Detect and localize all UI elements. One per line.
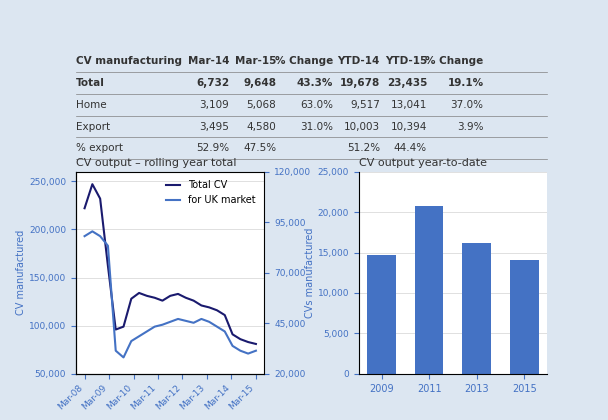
Total CV (237, 337, 244, 342)
Text: 44.4%: 44.4% (394, 143, 427, 153)
Text: 6,732: 6,732 (196, 78, 229, 88)
Y-axis label: CV manufactured: CV manufactured (16, 230, 26, 315)
Total CV (136, 291, 143, 296)
Text: 37.0%: 37.0% (451, 100, 483, 110)
Text: Home: Home (76, 100, 106, 110)
Text: 63.0%: 63.0% (300, 100, 333, 110)
Total CV (252, 341, 260, 346)
Total CV (198, 303, 205, 308)
for UK market (97, 234, 104, 239)
for UK market (81, 234, 88, 239)
for UK market (89, 229, 96, 234)
Text: 31.0%: 31.0% (300, 121, 333, 131)
for UK market (206, 319, 213, 324)
Text: % Change: % Change (275, 56, 333, 66)
Text: CV manufacturing: CV manufacturing (76, 56, 182, 66)
Text: 13,041: 13,041 (391, 100, 427, 110)
for UK market (167, 319, 174, 324)
Text: Mar-15: Mar-15 (235, 56, 276, 66)
Text: 3,495: 3,495 (199, 121, 229, 131)
Bar (463, 243, 491, 374)
Legend: Total CV, for UK market: Total CV, for UK market (162, 176, 260, 209)
Total CV (105, 263, 112, 268)
Text: CV output – rolling year total: CV output – rolling year total (76, 158, 237, 168)
Total CV (182, 295, 190, 300)
Total CV (151, 295, 158, 300)
Total CV (213, 308, 221, 313)
for UK market (159, 322, 166, 327)
Text: 9,648: 9,648 (243, 78, 276, 88)
Total CV (112, 327, 119, 332)
for UK market (213, 324, 221, 329)
Text: 47.5%: 47.5% (243, 143, 276, 153)
for UK market (252, 348, 260, 353)
for UK market (105, 243, 112, 248)
for UK market (120, 355, 127, 360)
Total CV (159, 298, 166, 303)
Text: 4,580: 4,580 (246, 121, 276, 131)
for UK market (112, 348, 119, 353)
Y-axis label: CVs manufactured: CVs manufactured (305, 228, 315, 318)
Text: YTD-15: YTD-15 (385, 56, 427, 66)
Text: 19,678: 19,678 (340, 78, 380, 88)
for UK market (198, 316, 205, 321)
Text: 5,068: 5,068 (246, 100, 276, 110)
Total CV (89, 182, 96, 187)
Text: 43.3%: 43.3% (297, 78, 333, 88)
Text: Export: Export (76, 121, 110, 131)
Text: 3,109: 3,109 (199, 100, 229, 110)
Total CV (97, 196, 104, 201)
Line: for UK market: for UK market (85, 231, 256, 357)
Text: 9,517: 9,517 (350, 100, 380, 110)
Total CV (81, 206, 88, 211)
Text: 51.2%: 51.2% (347, 143, 380, 153)
Total CV (120, 324, 127, 329)
for UK market (174, 316, 182, 321)
Text: CV output year-to-date: CV output year-to-date (359, 158, 487, 168)
Text: 10,394: 10,394 (391, 121, 427, 131)
Total CV (128, 296, 135, 301)
for UK market (221, 329, 229, 334)
Total CV (174, 291, 182, 297)
Total CV (143, 293, 151, 298)
Total CV (221, 312, 229, 318)
Total CV (190, 298, 197, 303)
Text: YTD-14: YTD-14 (337, 56, 380, 66)
Text: % export: % export (76, 143, 123, 153)
Total CV (244, 339, 252, 344)
Bar (415, 207, 443, 374)
for UK market (190, 320, 197, 326)
for UK market (128, 339, 135, 344)
Bar (367, 255, 396, 374)
for UK market (182, 318, 190, 323)
Text: % Change: % Change (426, 56, 483, 66)
Total CV (206, 305, 213, 310)
Text: 23,435: 23,435 (387, 78, 427, 88)
for UK market (151, 324, 158, 329)
Text: 52.9%: 52.9% (196, 143, 229, 153)
Text: Mar-14: Mar-14 (188, 56, 229, 66)
for UK market (136, 334, 143, 339)
Bar (510, 260, 539, 374)
for UK market (143, 329, 151, 334)
Line: Total CV: Total CV (85, 184, 256, 344)
for UK market (244, 351, 252, 356)
Total CV (167, 293, 174, 298)
Total CV (229, 332, 236, 337)
Text: Total: Total (76, 78, 105, 88)
Text: 10,003: 10,003 (344, 121, 380, 131)
for UK market (237, 348, 244, 353)
for UK market (229, 344, 236, 349)
Text: 19.1%: 19.1% (447, 78, 483, 88)
Text: 3.9%: 3.9% (457, 121, 483, 131)
